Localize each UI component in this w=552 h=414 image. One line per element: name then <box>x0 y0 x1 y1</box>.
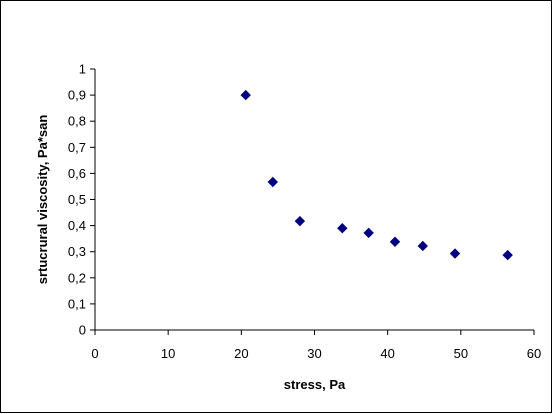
x-axis-title: stress, Pa <box>284 377 346 392</box>
y-axis-title: srtucrural viscosity, Pa*san <box>35 115 50 285</box>
data-point <box>363 227 374 239</box>
x-axis-ticks: 0 10 20 30 40 50 60 <box>91 330 541 361</box>
y-tick-label: 0,9 <box>68 88 86 103</box>
x-tick-label: 50 <box>454 346 468 361</box>
x-tick-label: 0 <box>91 346 98 361</box>
y-tick-label: 0,3 <box>68 244 86 259</box>
data-point <box>240 89 251 101</box>
data-point <box>449 248 461 259</box>
y-tick-label: 0,8 <box>68 114 86 129</box>
x-tick-label: 60 <box>527 346 541 361</box>
data-point <box>389 236 401 247</box>
y-tick-label: 0,1 <box>68 296 86 311</box>
data-points <box>240 89 513 261</box>
y-tick-label: 0 <box>79 323 86 338</box>
y-axis-ticks: 0 0,1 0,2 0,3 0,4 0,5 0,6 0,7 0,8 0,9 1 <box>68 62 95 338</box>
x-tick-label: 10 <box>161 346 175 361</box>
y-tick-label: 0,5 <box>68 192 86 207</box>
y-tick-label: 0,6 <box>68 166 86 181</box>
data-point <box>337 223 348 234</box>
y-tick-label: 0,4 <box>68 218 86 233</box>
x-tick-label: 40 <box>380 346 394 361</box>
data-point <box>502 249 513 261</box>
x-tick-label: 30 <box>307 346 321 361</box>
data-point <box>267 176 279 188</box>
data-point <box>294 215 306 227</box>
y-tick-label: 0,7 <box>68 140 86 155</box>
y-tick-label: 0,2 <box>68 270 86 285</box>
data-point <box>417 240 428 252</box>
x-tick-label: 20 <box>234 346 248 361</box>
y-tick-label: 1 <box>79 62 86 77</box>
